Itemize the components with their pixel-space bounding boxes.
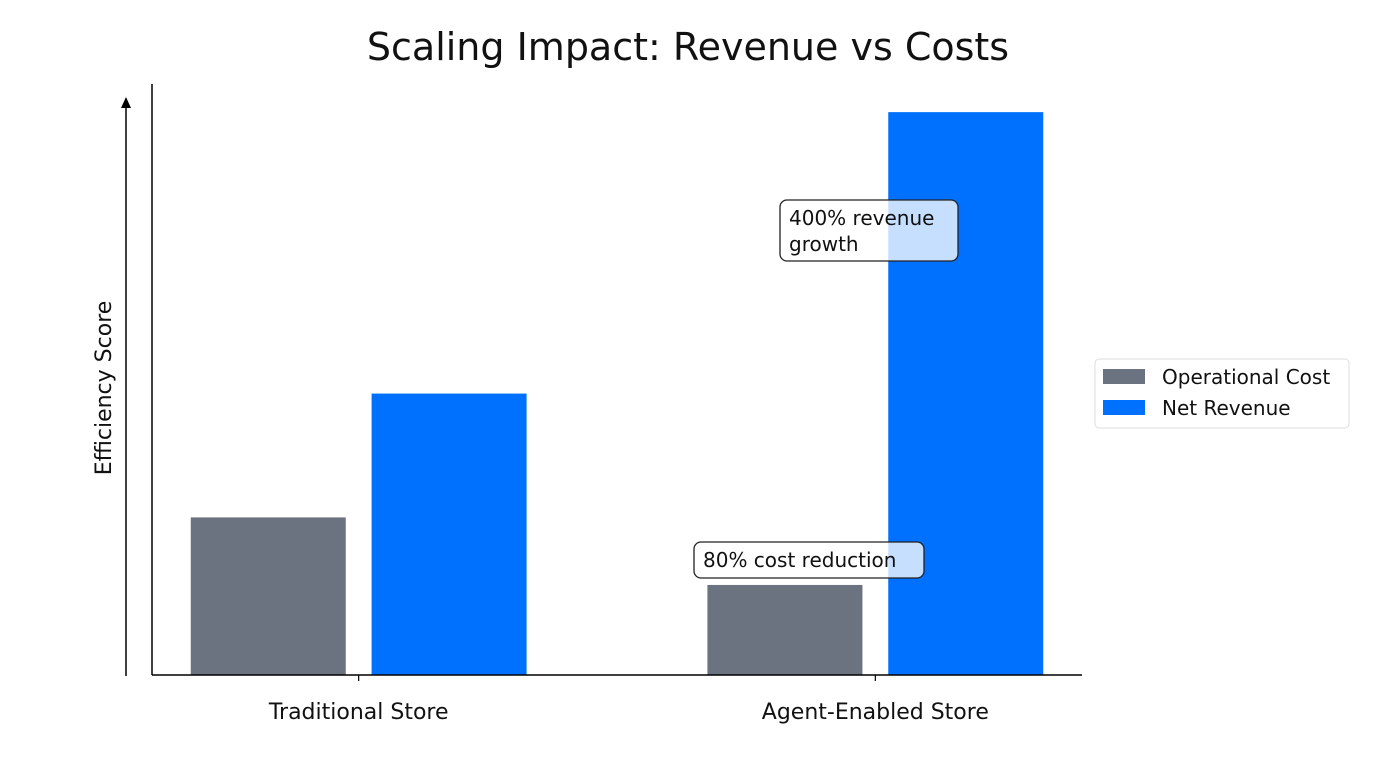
annotation-cost-reduction: 80% cost reduction (693, 541, 925, 579)
bar-operational-cost-traditional-store (190, 517, 346, 675)
legend: Operational Cost Net Revenue (1094, 358, 1350, 429)
y-axis-label: Efficiency Score (92, 301, 117, 476)
bar-operational-cost-agent-enabled-store (707, 584, 863, 675)
bar-net-revenue-traditional-store (371, 393, 527, 675)
legend-swatch-operational-cost (1103, 369, 1145, 384)
legend-label-net-revenue: Net Revenue (1162, 396, 1291, 420)
x-tick-label: Agent-Enabled Store (762, 700, 989, 725)
legend-label-operational-cost: Operational Cost (1162, 365, 1330, 389)
y-axis-arrow (121, 97, 131, 676)
svg-text:80% cost reduction: 80% cost reduction (703, 548, 896, 572)
legend-swatch-net-revenue (1103, 400, 1145, 415)
svg-text:growth: growth (789, 232, 859, 256)
svg-text:400% revenue: 400% revenue (789, 206, 934, 230)
x-tick-label: Traditional Store (268, 700, 449, 725)
bar-net-revenue-agent-enabled-store (888, 112, 1044, 675)
chart-title: Scaling Impact: Revenue vs Costs (367, 25, 1009, 69)
